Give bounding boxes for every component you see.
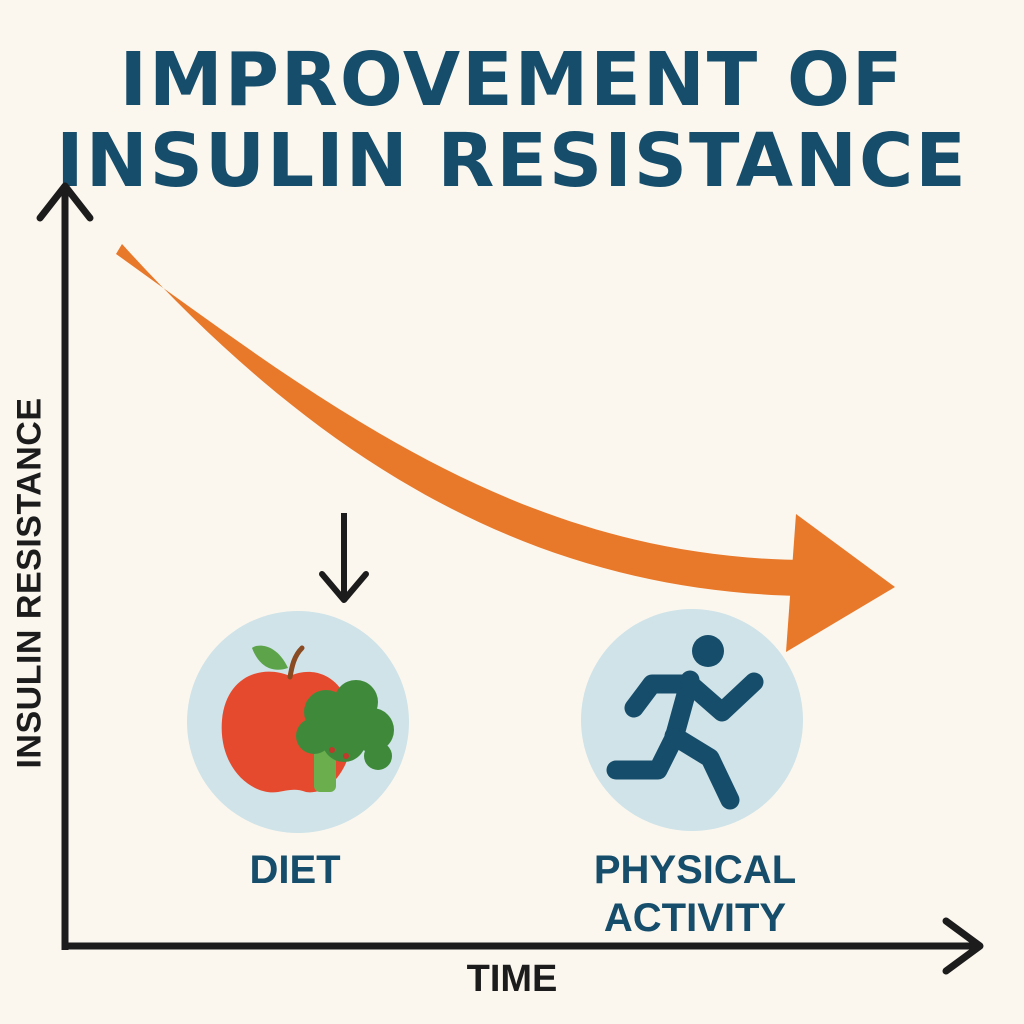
apple-broccoli-icon <box>187 611 409 833</box>
trend-arrow-head <box>786 514 895 652</box>
trend-arrow <box>116 244 895 652</box>
x-axis-arrowhead <box>942 917 984 975</box>
y-axis-label: INSULIN RESISTANCE <box>10 397 49 769</box>
title-line-1: IMPROVEMENT OF <box>119 37 905 123</box>
running-person-icon <box>581 609 803 831</box>
diet-label: DIET <box>249 848 341 892</box>
x-axis-label: TIME <box>466 958 558 1000</box>
title-line-2: INSULIN RESISTANCE <box>56 118 968 205</box>
physical-activity-label: PHYSICAL ACTIVITY <box>593 848 797 940</box>
axes <box>36 182 984 975</box>
y-axis-arrowhead <box>36 182 94 222</box>
trend-arrow-shaft <box>116 244 810 596</box>
diet-pointer-arrow <box>319 513 369 603</box>
page-title: IMPROVEMENT OF INSULIN RESISTANCE <box>0 37 1024 205</box>
